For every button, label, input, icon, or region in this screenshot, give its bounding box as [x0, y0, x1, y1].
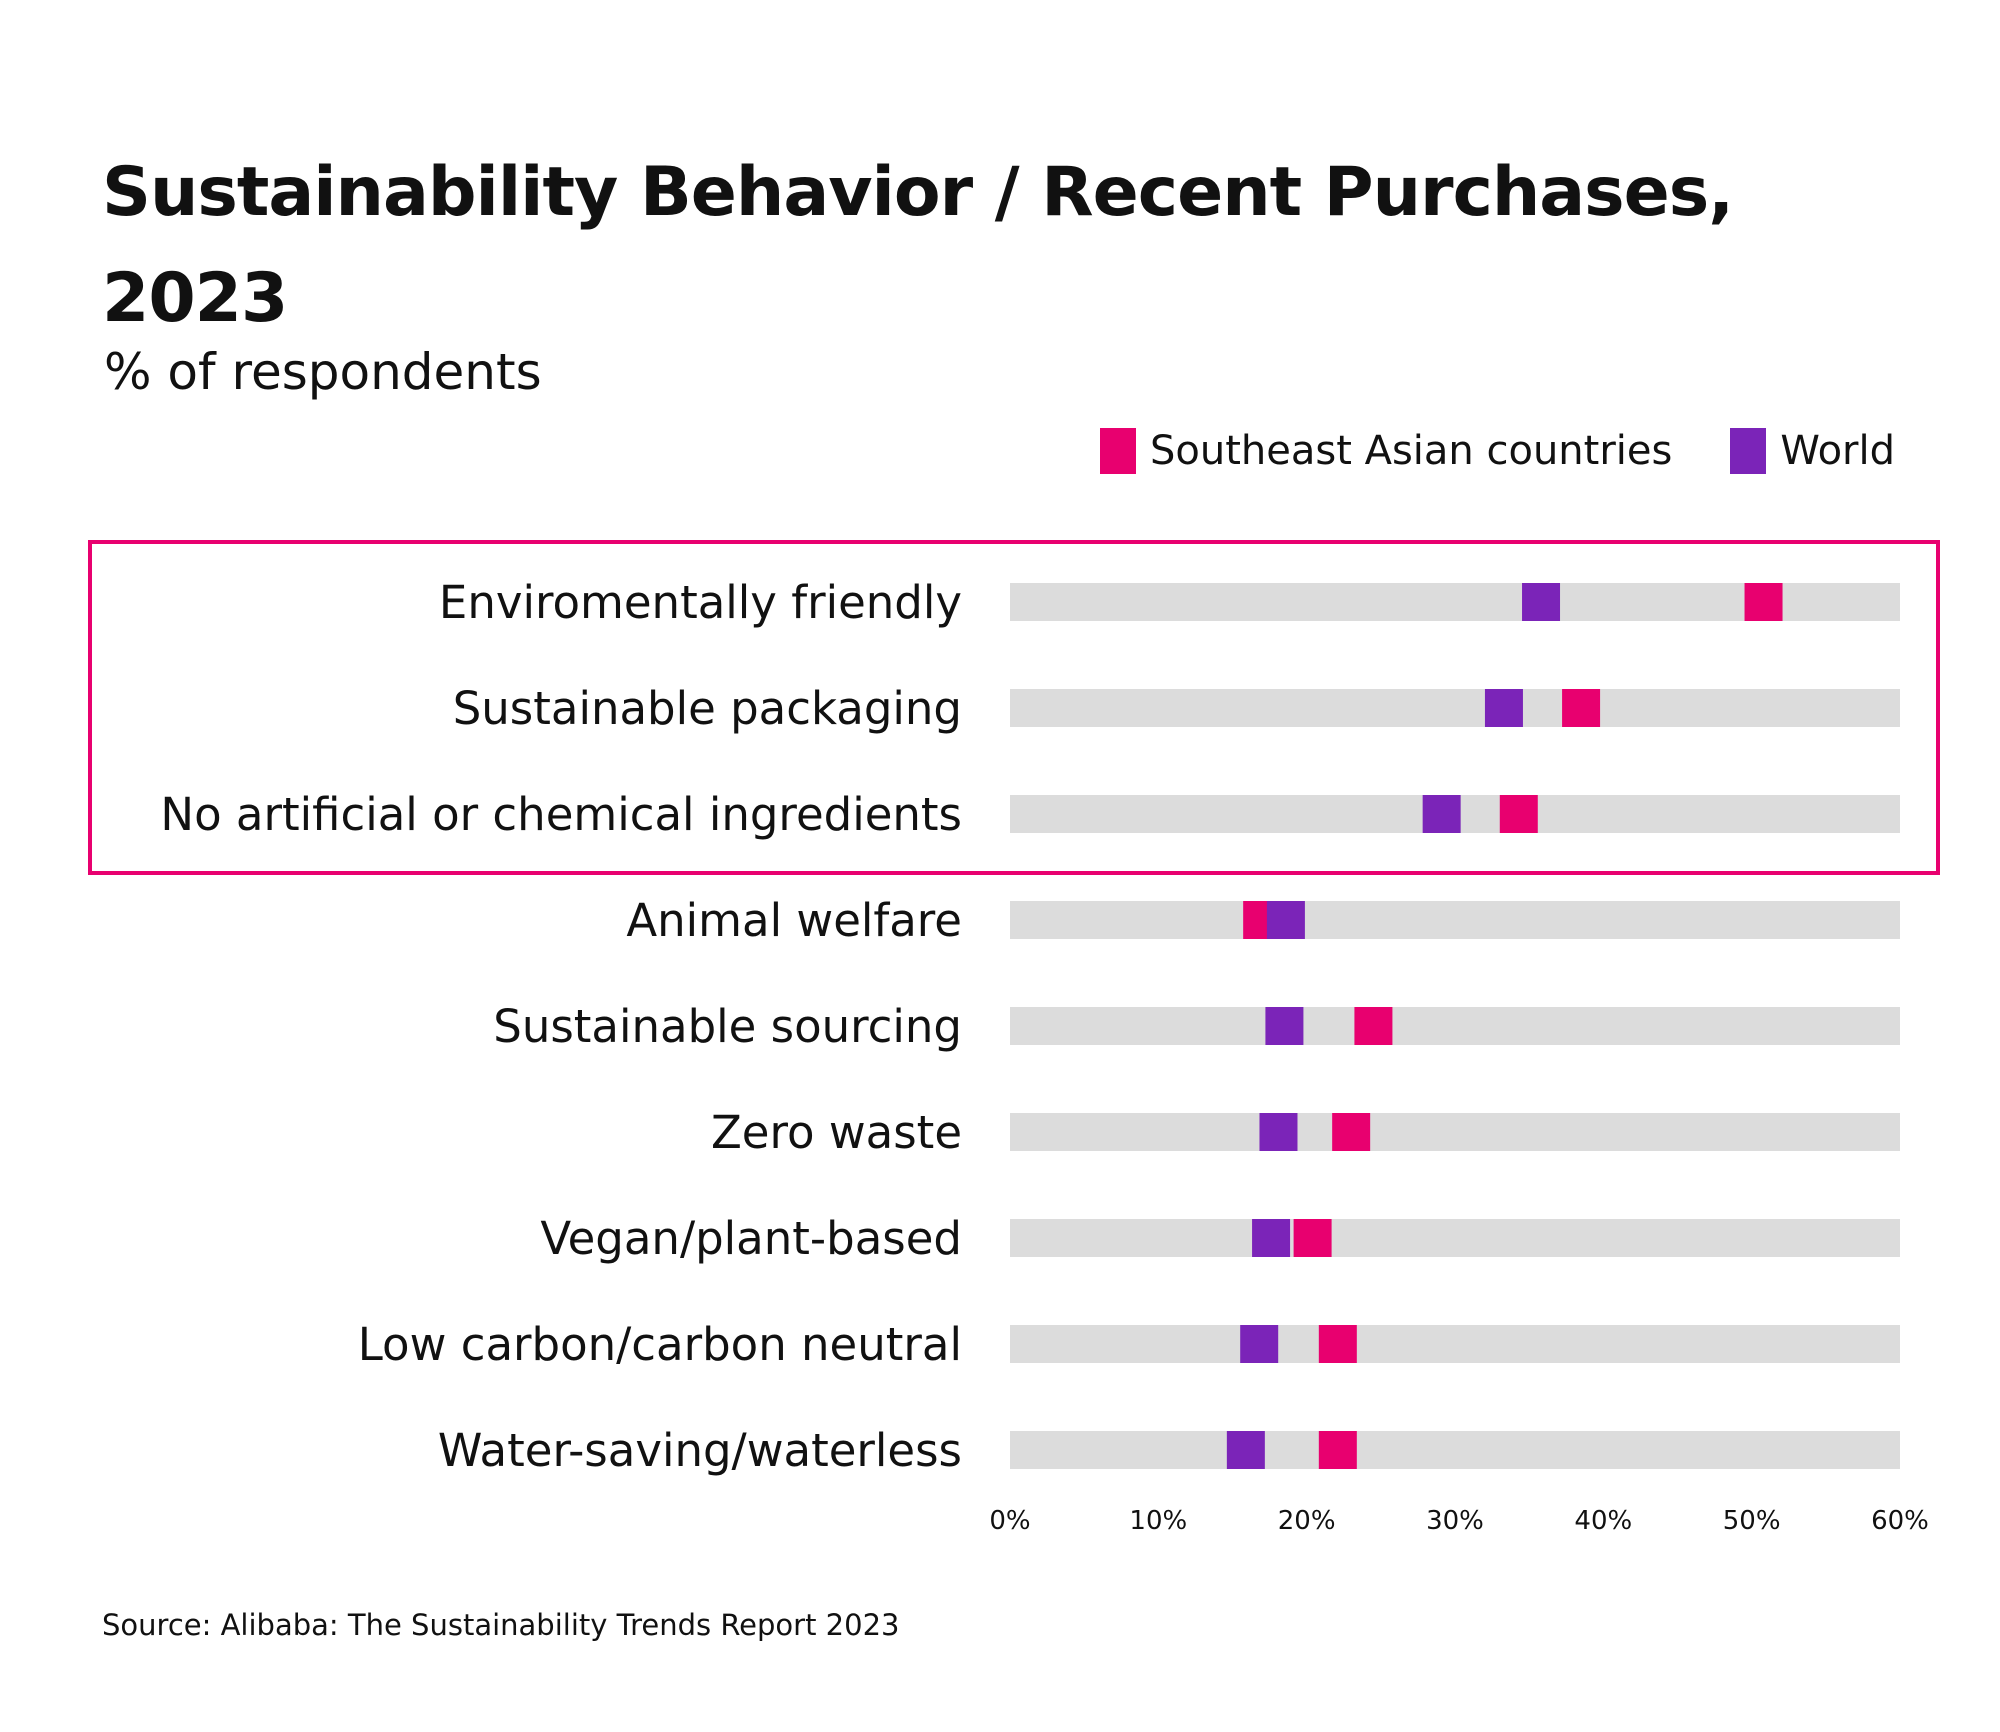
category-label: Low carbon/carbon neutral [358, 1318, 962, 1371]
legend-item-southeast-asia: Southeast Asian countries [1099, 428, 1673, 474]
chart-title: Sustainability Behavior / Recent Purchas… [102, 153, 1734, 338]
chart-legend: Southeast Asian countries World [1042, 428, 1895, 474]
marker-southeast-asia [1499, 795, 1538, 833]
legend-swatch-southeast-asia [1099, 428, 1136, 474]
highlight-box [88, 540, 1940, 875]
x-tick-label: 60% [1871, 1506, 1929, 1536]
track-bar [1010, 1325, 1900, 1363]
marker-world [1240, 1325, 1279, 1363]
chart-subtitle: % of respondents [104, 343, 542, 401]
category-label: Enviromentally friendly [439, 576, 962, 629]
marker-southeast-asia [1332, 1113, 1371, 1151]
legend-swatch-world [1730, 428, 1767, 474]
category-label: Animal welfare [626, 894, 962, 947]
marker-world [1252, 1219, 1291, 1257]
legend-label-southeast-asia: Southeast Asian countries [1149, 428, 1673, 474]
x-tick-label: 50% [1723, 1506, 1781, 1536]
marker-world [1522, 583, 1561, 621]
marker-world [1265, 1007, 1304, 1045]
marker-southeast-asia [1744, 583, 1783, 621]
marker-world [1259, 1113, 1298, 1151]
track-bar [1010, 1431, 1900, 1469]
x-tick-label: 30% [1426, 1506, 1484, 1536]
marker-southeast-asia [1318, 1431, 1357, 1469]
track-bar [1010, 1113, 1900, 1151]
legend-item-world: World [1730, 428, 1895, 474]
x-tick-label: 0% [989, 1506, 1030, 1536]
source-note: Source: Alibaba: The Sustainability Tren… [102, 1608, 900, 1642]
marker-world [1484, 689, 1523, 727]
category-label: Water-saving/waterless [438, 1424, 962, 1477]
track-bar [1010, 1219, 1900, 1257]
category-label: Vegan/plant-based [540, 1212, 962, 1265]
track-bar [1010, 1007, 1900, 1045]
category-label: Zero waste [711, 1106, 962, 1159]
marker-world [1226, 1431, 1265, 1469]
category-label: Sustainable sourcing [493, 1000, 962, 1053]
x-tick-label: 40% [1574, 1506, 1632, 1536]
category-label: Sustainable packaging [453, 682, 962, 735]
track-bar [1010, 689, 1900, 727]
x-tick-label: 20% [1278, 1506, 1336, 1536]
marker-southeast-asia [1354, 1007, 1393, 1045]
marker-southeast-asia [1318, 1325, 1357, 1363]
marker-world [1266, 901, 1305, 939]
marker-world [1422, 795, 1461, 833]
marker-southeast-asia [1562, 689, 1601, 727]
legend-label-world: World [1780, 428, 1895, 474]
x-tick-label: 10% [1129, 1506, 1187, 1536]
category-label: No artificial or chemical ingredients [160, 788, 962, 841]
marker-southeast-asia [1293, 1219, 1332, 1257]
track-bar [1010, 901, 1900, 939]
